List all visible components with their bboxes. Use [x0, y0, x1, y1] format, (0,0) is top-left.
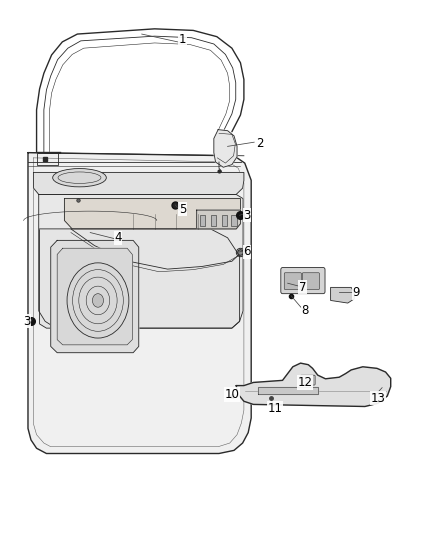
- FancyBboxPatch shape: [300, 375, 315, 385]
- Bar: [231, 215, 237, 226]
- Polygon shape: [39, 229, 240, 328]
- Polygon shape: [57, 248, 132, 345]
- Polygon shape: [64, 199, 240, 229]
- Text: 8: 8: [301, 304, 308, 317]
- Text: 7: 7: [299, 281, 307, 294]
- Text: 1: 1: [179, 33, 186, 46]
- Text: 3: 3: [23, 315, 30, 328]
- Bar: [222, 215, 227, 226]
- Polygon shape: [214, 130, 237, 167]
- Text: 4: 4: [114, 231, 122, 244]
- Polygon shape: [34, 173, 244, 195]
- Polygon shape: [197, 210, 240, 229]
- Polygon shape: [236, 363, 391, 407]
- Text: 5: 5: [179, 203, 186, 215]
- Text: 12: 12: [297, 376, 312, 389]
- Polygon shape: [258, 386, 318, 394]
- Text: 11: 11: [267, 402, 283, 415]
- Text: 13: 13: [371, 392, 385, 405]
- FancyBboxPatch shape: [284, 273, 301, 289]
- Polygon shape: [331, 287, 354, 303]
- Polygon shape: [51, 240, 139, 353]
- FancyBboxPatch shape: [302, 273, 319, 289]
- Circle shape: [92, 294, 103, 307]
- Bar: [200, 215, 205, 226]
- Text: 9: 9: [353, 286, 360, 299]
- Bar: [211, 215, 216, 226]
- Polygon shape: [39, 195, 243, 328]
- Polygon shape: [28, 152, 251, 454]
- Text: 10: 10: [224, 388, 239, 401]
- Text: 2: 2: [256, 138, 264, 150]
- Text: 6: 6: [243, 245, 251, 259]
- Text: 3: 3: [243, 209, 251, 222]
- Ellipse shape: [53, 168, 106, 187]
- FancyBboxPatch shape: [281, 268, 325, 294]
